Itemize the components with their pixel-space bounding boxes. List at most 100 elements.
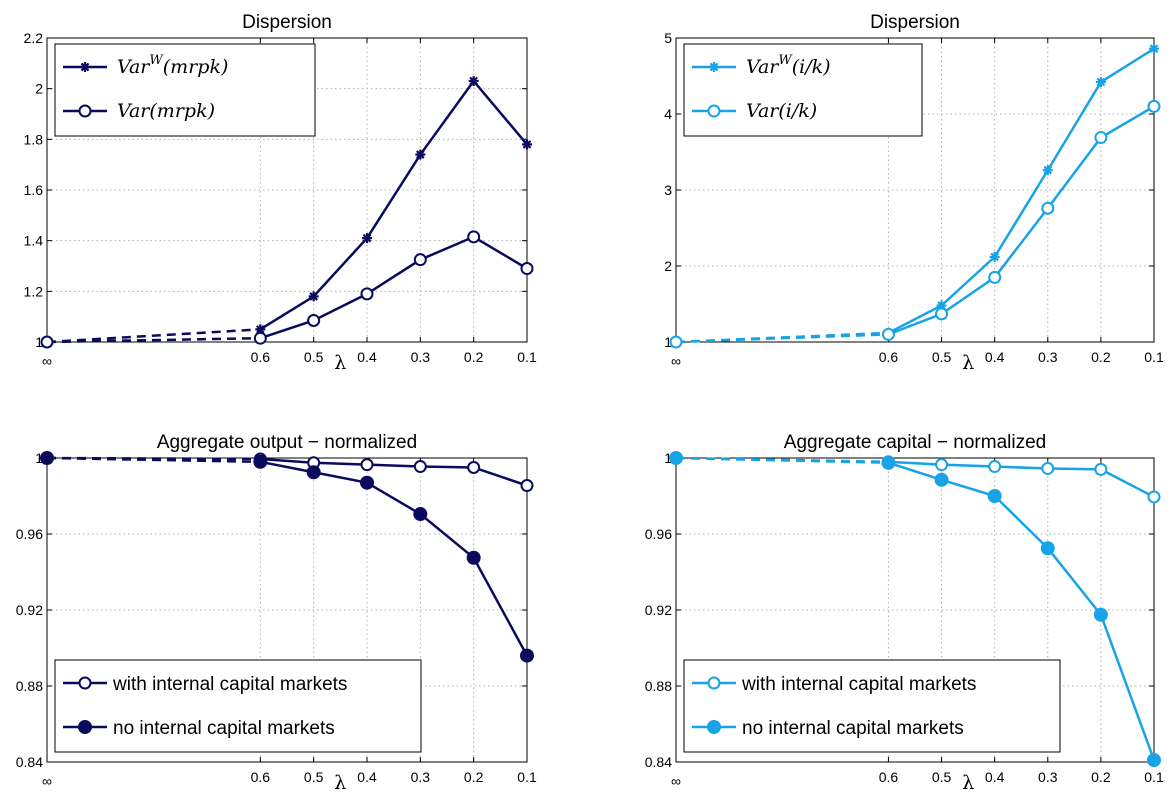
y-tick-label: 1.2 — [24, 283, 44, 299]
x-tick-label: 0.6 — [251, 349, 271, 365]
data-point — [253, 331, 267, 345]
series-line — [259, 235, 528, 340]
x-tick-label: 0.1 — [1144, 349, 1164, 365]
y-tick-label: 0.84 — [645, 754, 672, 770]
x-tick-label: 0.2 — [1091, 769, 1111, 785]
legend-marker — [709, 62, 719, 72]
y-tick-label: 2.2 — [24, 30, 44, 46]
chart-panel-1: ∞ 0.6 0.5 0.4 0.3 0.2 0.1 1 1.2 1.4 1.6 1.8 2 2.2 λ Dis… — [24, 12, 537, 374]
chart-title: Aggregate capital − normalized — [784, 432, 1046, 453]
y-tick-label: 1 — [35, 334, 43, 350]
y-tick-label: 5 — [664, 30, 672, 46]
x-tick-label: ∞ — [671, 353, 681, 369]
data-point — [1094, 131, 1108, 145]
chart-panel-4: ∞ 0.6 0.5 0.4 0.3 0.2 0.1 0.84 0.88 0.92 0.96 1 λ Agg… — [645, 432, 1164, 794]
y-tick-label: 0.84 — [16, 754, 43, 770]
y-tick-label: 1 — [664, 450, 672, 466]
data-point — [415, 149, 426, 160]
data-point — [307, 313, 321, 327]
data-point — [520, 648, 534, 663]
x-tick-label: 0.3 — [1038, 769, 1058, 785]
data-point — [935, 307, 949, 321]
x-tick-label: 0.4 — [357, 349, 377, 365]
y-tick-label: 0.96 — [645, 526, 672, 542]
series-dashed-segment — [46, 336, 261, 344]
data-point — [988, 460, 1002, 474]
legend-box — [683, 659, 1061, 753]
data-point-infinity — [40, 335, 54, 349]
legend-label: no internal capital markets — [742, 718, 964, 739]
series-line — [887, 105, 1155, 336]
data-point — [1094, 462, 1108, 476]
x-tick-label: 0.6 — [879, 769, 899, 785]
y-tick-label: 2 — [664, 258, 672, 274]
y-tick-label: 0.92 — [16, 602, 43, 618]
x-axis-label: λ — [334, 772, 346, 794]
data-point-infinity — [669, 451, 683, 465]
x-axis-label: λ — [334, 352, 346, 374]
x-tick-label: 0.6 — [879, 349, 899, 365]
chart-title: Dispersion — [242, 12, 332, 33]
data-point — [413, 507, 428, 522]
legend-label: VarW(mrpk) — [117, 53, 228, 78]
legend-marker — [707, 104, 721, 118]
x-axis-label: λ — [962, 772, 974, 794]
y-tick-label: 4 — [664, 106, 672, 122]
data-point — [413, 460, 427, 474]
data-point — [1093, 607, 1108, 622]
x-tick-label: 0.4 — [985, 349, 1005, 365]
y-tick-label: 2 — [35, 81, 43, 97]
x-tick-label: 0.5 — [304, 769, 324, 785]
data-point-infinity — [669, 335, 683, 349]
data-point — [1147, 99, 1161, 113]
data-point — [413, 253, 427, 267]
y-tick-label: 1.6 — [24, 182, 44, 198]
y-tick-label: 1 — [664, 334, 672, 350]
series-line — [259, 79, 528, 331]
legend-box — [683, 43, 923, 137]
x-tick-label: 0.1 — [517, 769, 537, 785]
data-point — [466, 550, 481, 565]
x-tick-label: 0.4 — [985, 769, 1005, 785]
data-point — [881, 455, 896, 470]
data-point — [467, 230, 481, 244]
data-point — [1042, 165, 1053, 176]
x-tick-label: 0.1 — [1144, 769, 1164, 785]
x-tick-label: 0.3 — [411, 349, 431, 365]
x-tick-label: 0.2 — [464, 769, 484, 785]
data-point — [1147, 490, 1161, 504]
data-point — [881, 327, 895, 341]
legend-marker — [707, 676, 721, 690]
legend-marker — [707, 720, 721, 734]
data-point — [1041, 201, 1055, 215]
series-dashed-segment — [46, 328, 261, 344]
data-point — [308, 291, 319, 302]
data-point — [360, 475, 374, 490]
x-tick-label: ∞ — [671, 773, 681, 789]
x-tick-label: ∞ — [42, 353, 52, 369]
data-point — [360, 287, 374, 301]
y-tick-label: 1.8 — [24, 131, 44, 147]
data-point — [360, 458, 374, 472]
x-tick-label: ∞ — [42, 773, 52, 789]
y-tick-label: 1.4 — [24, 233, 44, 249]
data-point — [1095, 77, 1106, 88]
legend-label: Var(i/k) — [746, 100, 817, 122]
legend: with internal capital markets no internal… — [54, 659, 422, 753]
y-tick-label: 0.88 — [645, 678, 672, 694]
data-point — [522, 139, 532, 150]
y-tick-label: 0.88 — [16, 678, 43, 694]
data-point — [1147, 753, 1161, 768]
x-tick-label: 0.5 — [932, 769, 952, 785]
series-dashed-segment — [675, 333, 889, 344]
y-tick-label: 0.96 — [16, 526, 43, 542]
series-line — [888, 461, 1156, 761]
y-tick-label: 3 — [664, 182, 672, 198]
legend-marker — [78, 720, 92, 734]
series-2 — [40, 451, 534, 663]
series-line — [260, 457, 528, 487]
x-tick-label: 0.6 — [251, 769, 271, 785]
series-line — [888, 460, 1155, 499]
series-dashed-segment — [46, 456, 261, 464]
